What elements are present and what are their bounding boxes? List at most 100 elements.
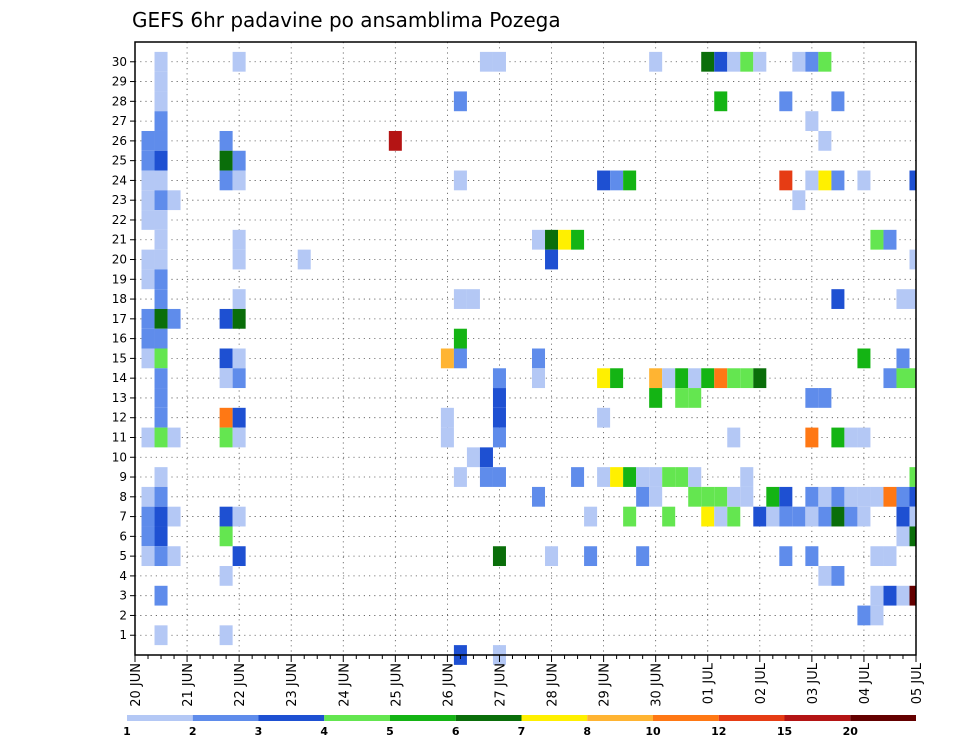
precip-cell — [388, 130, 402, 151]
precip-cell — [805, 486, 819, 507]
precip-cell — [753, 51, 767, 72]
precip-cell — [909, 486, 916, 507]
y-tick-label: 24 — [112, 173, 127, 187]
precip-cell — [727, 51, 741, 72]
x-tick-label: 02 JUL — [754, 662, 769, 704]
chart-title: GEFS 6hr padavine po ansamblima Pozega — [132, 8, 561, 32]
precip-cell — [219, 308, 233, 329]
y-tick-label: 6 — [119, 529, 127, 543]
y-tick-label: 23 — [112, 193, 127, 207]
precip-cell — [896, 486, 910, 507]
precip-cell — [154, 111, 168, 131]
y-tick-label: 27 — [112, 114, 127, 128]
precip-cell — [831, 566, 845, 586]
precip-cell — [779, 91, 793, 112]
x-tick-label: 23 JUN — [285, 663, 300, 707]
precip-cell — [883, 368, 897, 389]
precip-cell — [492, 368, 506, 389]
precip-cell — [232, 368, 246, 389]
precip-cell — [831, 506, 845, 527]
precip-cell — [219, 407, 233, 428]
precip-cell — [154, 210, 168, 230]
y-tick-label: 18 — [112, 292, 127, 306]
precip-cell — [532, 229, 546, 250]
precip-cell — [740, 51, 754, 72]
precip-cell — [466, 289, 480, 309]
precip-cell — [909, 506, 916, 527]
heatmap-cells — [141, 51, 916, 665]
colorbar-swatch — [390, 715, 456, 721]
colorbar-label: 7 — [518, 725, 526, 738]
precip-cell — [701, 506, 715, 527]
precip-cell — [571, 467, 585, 487]
y-tick-label: 5 — [119, 549, 127, 563]
precip-cell — [636, 467, 650, 487]
precip-cell — [896, 348, 910, 369]
precip-cell — [492, 546, 506, 567]
precip-cell — [623, 170, 637, 191]
colorbar-swatch — [521, 715, 588, 721]
x-tick-label: 01 JUL — [702, 662, 717, 704]
precip-cell — [909, 467, 916, 487]
precip-cell — [154, 506, 168, 527]
precip-cell — [610, 368, 624, 389]
precip-cell — [154, 467, 168, 487]
precip-cell — [219, 526, 233, 547]
x-tick-label: 25 JUN — [389, 663, 404, 707]
precip-cell — [610, 467, 624, 487]
precip-cell — [675, 368, 689, 389]
precip-cell — [141, 328, 155, 349]
precip-cell — [154, 229, 168, 250]
precip-cell — [597, 467, 611, 487]
precip-cell — [649, 467, 663, 487]
y-tick-label: 25 — [112, 154, 127, 168]
y-axis-ticks: 1234567891011121314151617181920212223242… — [112, 55, 135, 642]
precip-cell — [232, 427, 246, 448]
x-tick-label: 26 JUN — [441, 663, 456, 707]
precip-cell — [232, 308, 246, 329]
precip-cell — [141, 150, 155, 171]
colorbar-swatch — [718, 715, 785, 721]
precip-cell — [232, 51, 246, 72]
precip-cell — [167, 308, 181, 329]
precip-cell — [492, 467, 506, 487]
precip-cell — [154, 486, 168, 507]
precip-cell — [141, 130, 155, 151]
precip-cell — [453, 289, 467, 309]
precip-cell — [154, 170, 168, 191]
precip-cell — [896, 585, 910, 606]
precip-cell — [636, 546, 650, 567]
precip-cell — [831, 486, 845, 507]
precip-cell — [440, 407, 454, 428]
y-tick-label: 8 — [119, 490, 127, 504]
y-tick-label: 9 — [119, 470, 127, 484]
precip-cell — [219, 506, 233, 527]
x-tick-label: 22 JUN — [233, 663, 248, 707]
precip-cell — [896, 368, 910, 389]
precip-cell — [818, 486, 832, 507]
precip-cell — [753, 368, 767, 389]
y-tick-label: 30 — [112, 55, 127, 69]
precip-cell — [154, 625, 168, 646]
colorbar-label: 3 — [255, 725, 263, 738]
precip-cell — [219, 150, 233, 171]
precip-cell — [636, 486, 650, 507]
precip-cell — [831, 289, 845, 309]
precip-cell — [818, 566, 832, 586]
precip-cell — [727, 506, 741, 527]
precip-cell — [857, 605, 871, 626]
precip-cell — [453, 170, 467, 191]
precip-cell — [701, 486, 715, 507]
x-tick-label: 27 JUN — [493, 663, 508, 707]
y-tick-label: 15 — [112, 351, 127, 365]
colorbar-label: 4 — [320, 725, 328, 738]
precip-cell — [154, 308, 168, 329]
x-tick-label: 04 JUL — [858, 662, 873, 704]
precip-cell — [766, 506, 780, 527]
precip-cell — [154, 51, 168, 72]
precip-cell — [532, 486, 546, 507]
colorbar-label: 2 — [189, 725, 197, 738]
y-tick-label: 2 — [119, 608, 127, 622]
x-axis-ticks: 20 JUN 21 JUN 22 JUN 23 JUN 24 JUN 25 JUN 26 J… — [129, 655, 925, 707]
precip-cell — [141, 210, 155, 230]
